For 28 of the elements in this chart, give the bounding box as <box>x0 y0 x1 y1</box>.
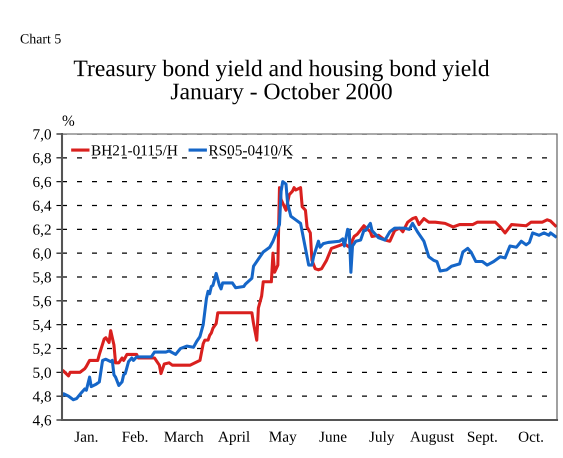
y-tick-label: 5,6 <box>33 296 52 308</box>
y-tick-label: 7,0 <box>33 129 51 142</box>
y-axis-title: % <box>62 116 74 126</box>
y-tick-label: 5,0 <box>33 367 51 380</box>
y-tick-label: 6,0 <box>33 248 51 261</box>
x-tick-label: Feb. <box>122 431 148 442</box>
x-tick-label: March <box>164 431 204 442</box>
y-tick-label: 4,6 <box>32 415 52 428</box>
y-tick-label: 6,2 <box>33 224 51 237</box>
x-tick-label: April <box>218 431 250 445</box>
caption: Chart 5 <box>20 34 61 44</box>
x-tick-label: June <box>319 432 347 442</box>
y-tick-label: 6,8 <box>33 152 51 166</box>
x-tick-label: Oct. <box>518 432 543 442</box>
chart-title: Treasury bond yield and housing bond yield January - October 2000 <box>74 60 490 104</box>
y-tick-label: 6,6 <box>33 176 52 190</box>
legend-label: BH21-0115/H <box>91 145 178 156</box>
x-tick-label: Jan. <box>74 432 98 442</box>
y-tick-label: 4,8 <box>32 391 51 404</box>
y-tick-label: 5,4 <box>33 320 52 332</box>
x-tick-label: May <box>269 432 297 445</box>
legend-label: RS05-0410/K <box>208 145 294 156</box>
y-tick-label: 5,8 <box>33 272 51 285</box>
x-tick-label: July <box>369 431 394 446</box>
x-tick-label: August <box>410 432 454 445</box>
y-tick-label: 6,4 <box>33 200 52 214</box>
y-tick-label: 5,2 <box>33 344 51 356</box>
x-tick-label: Sept. <box>468 432 497 445</box>
